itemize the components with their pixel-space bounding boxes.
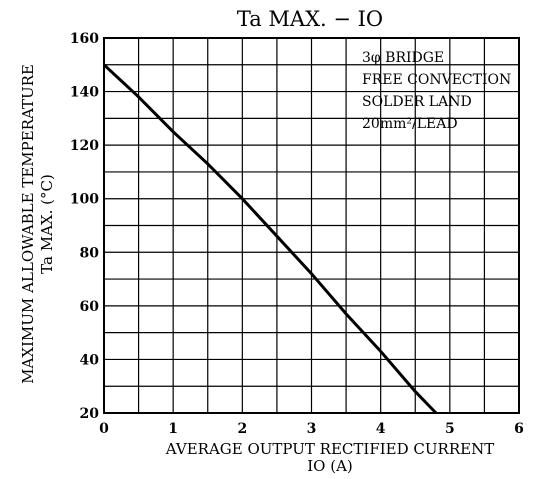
y-tick-label: 80 (80, 245, 100, 261)
annotation-box: 3φ BRIDGE FREE CONVECTION SOLDER LAND 20… (362, 50, 511, 132)
x-tick-label: 6 (514, 421, 524, 437)
series-line (102, 63, 438, 415)
x-tick-label: 3 (307, 421, 317, 437)
y-tick-label: 160 (70, 31, 99, 47)
y-tick-label: 140 (70, 85, 99, 101)
x-tick-label: 0 (99, 421, 109, 437)
plot-frame (103, 37, 520, 414)
annotation-line: FREE CONVECTION (362, 72, 511, 88)
chart-title: Ta MAX. − IO (237, 7, 383, 31)
tick-labels: 0 1 2 3 4 5 6 20 40 60 80 100 120 140 160 (70, 31, 524, 437)
y-tick-label: 120 (70, 138, 99, 154)
y-axis-unit-label: Ta MAX. (°C) (38, 174, 56, 274)
x-tick-label: 5 (445, 421, 455, 437)
y-tick-label: 20 (80, 406, 100, 422)
y-tick-label: 60 (80, 299, 100, 315)
annotation-line: 20mm²/LEAD (362, 116, 458, 132)
x-tick-label: 1 (168, 421, 178, 437)
x-tick-label: 2 (237, 421, 247, 437)
grid (104, 38, 519, 413)
x-axis-label: AVERAGE OUTPUT RECTIFIED CURRENT (165, 440, 494, 458)
annotation-line: 3φ BRIDGE (362, 50, 444, 66)
y-tick-label: 40 (80, 352, 100, 368)
x-axis-unit-label: IO (A) (307, 457, 353, 475)
y-tick-label: 100 (70, 192, 99, 208)
y-axis-label: MAXIMUM ALLOWABLE TEMPERATURE (19, 64, 37, 384)
x-tick-label: 4 (376, 421, 386, 437)
annotation-line: SOLDER LAND (362, 94, 472, 110)
